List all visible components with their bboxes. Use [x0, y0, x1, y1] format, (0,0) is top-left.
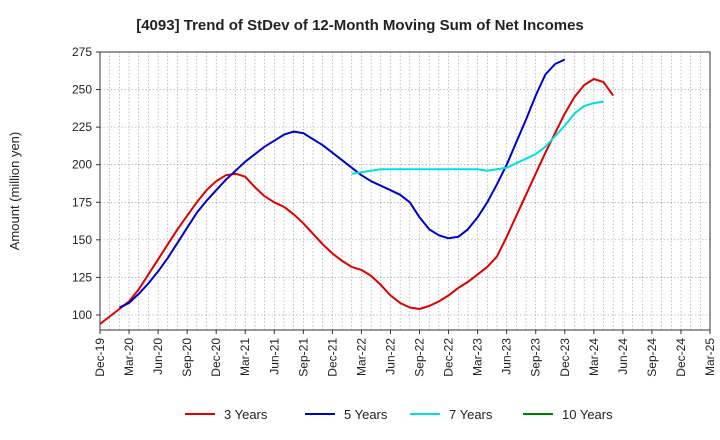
x-tick-label: Dec-20 [209, 338, 223, 377]
x-tick-label: Jun-22 [383, 338, 397, 375]
x-tick-label: Mar-21 [238, 338, 252, 376]
y-tick-label: 250 [72, 83, 92, 97]
x-tick-label: Mar-23 [471, 338, 485, 376]
series-line-5-years [118, 58, 566, 309]
x-tick-label: Jun-20 [151, 338, 165, 375]
x-tick-label: Dec-23 [558, 338, 572, 377]
x-tick-label: Mar-24 [587, 338, 601, 376]
y-tick-label: 175 [72, 195, 92, 209]
x-tick-label: Sep-22 [413, 338, 427, 377]
x-axis: Dec-19 Mar-20 Jun-20 Sep-20 Dec-20 Mar-21 Jun-… [93, 330, 717, 377]
x-tick-label: Mar-20 [122, 338, 136, 376]
y-tick-label: 200 [72, 158, 92, 172]
y-tick-label: 125 [72, 270, 92, 284]
series-line-7-years [351, 100, 604, 175]
x-tick-label: Jun-23 [500, 338, 514, 375]
legend-label: 5 Years [344, 407, 388, 422]
chart-title: [4093] Trend of StDev of 12-Month Moving… [136, 17, 584, 34]
plot-area [100, 52, 710, 330]
series-line-3-years [99, 78, 615, 325]
x-tick-label: Jun-21 [267, 338, 281, 375]
series-lines [99, 58, 615, 325]
x-tick-label: Mar-25 [703, 338, 717, 376]
x-tick-label: Sep-21 [296, 338, 310, 377]
legend-label: 3 Years [224, 407, 268, 422]
x-tick-label: Dec-21 [325, 338, 339, 377]
y-axis-label: Amount (million yen) [7, 132, 22, 251]
legend-label: 7 Years [449, 407, 493, 422]
x-tick-label: Sep-23 [529, 338, 543, 377]
plot-border [99, 51, 711, 331]
x-tick-label: Dec-19 [93, 338, 107, 377]
x-tick-label: Sep-20 [180, 338, 194, 377]
grid [100, 51, 710, 330]
x-tick-label: Sep-24 [645, 338, 659, 377]
x-tick-label: Mar-22 [354, 338, 368, 376]
y-tick-label: 100 [72, 308, 92, 322]
x-tick-label: Dec-24 [674, 338, 688, 377]
y-axis: 100 125 150 175 200 225 250 275 [72, 45, 100, 322]
x-tick-label: Dec-22 [442, 338, 456, 377]
legend: 3 Years 5 Years 7 Years 10 Years [185, 407, 613, 422]
y-tick-label: 150 [72, 233, 92, 247]
y-tick-label: 225 [72, 120, 92, 134]
y-tick-label: 275 [72, 45, 92, 59]
x-tick-label: Jun-24 [616, 338, 630, 375]
legend-label: 10 Years [562, 407, 613, 422]
